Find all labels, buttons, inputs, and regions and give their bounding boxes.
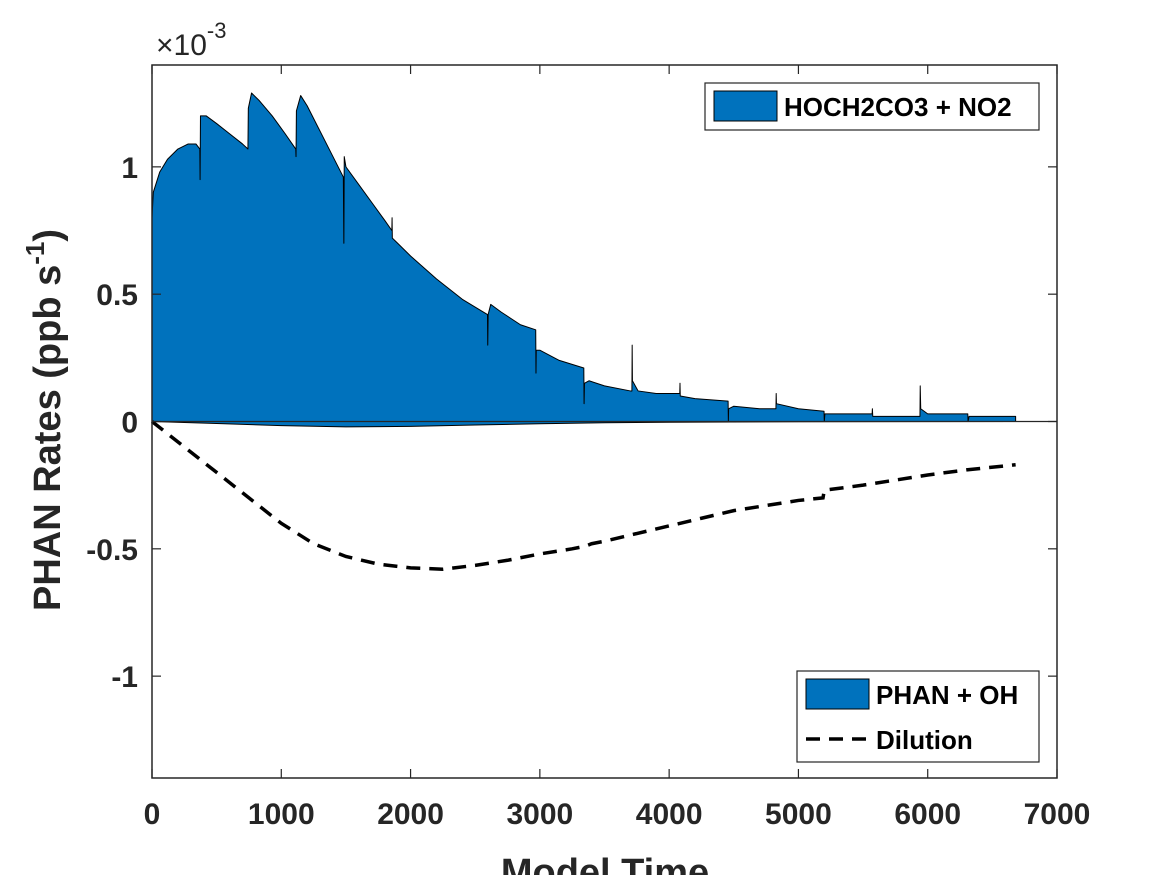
series-phan-oh-area	[151, 421, 1017, 428]
y-axis-label: PHAN Rates (ppb s-1)	[20, 229, 69, 611]
x-tick-label: 4000	[636, 798, 703, 831]
series-hoch2co3-no2-area	[151, 92, 1017, 422]
plot-areas	[151, 92, 1017, 428]
y-tick-label: 0	[121, 407, 138, 440]
x-tick-label: 5000	[765, 798, 832, 831]
y-tick-label: 1	[121, 152, 138, 185]
x-axis-ticks: 0 1000 2000 3000 4000 5000 6000 7000	[144, 65, 1091, 831]
x-tick-label: 0	[144, 798, 161, 831]
x-axis-label: Model Time	[501, 852, 709, 875]
legend-top: HOCH2CO3 + NO2	[704, 82, 1040, 131]
plot-lines	[150, 420, 1016, 571]
y-tick-label: -0.5	[86, 534, 138, 567]
x-tick-label: 7000	[1024, 798, 1091, 831]
y-exponent-multiplier: ×10-3	[156, 18, 226, 62]
legend-label-hoch2co3: HOCH2CO3 + NO2	[784, 92, 1012, 122]
x-tick-label: 6000	[894, 798, 961, 831]
x-tick-label: 3000	[506, 798, 573, 831]
y-tick-label: 0.5	[96, 279, 138, 312]
x-tick-label: 2000	[377, 798, 444, 831]
legend-swatch-phan-oh	[805, 678, 870, 710]
legend-label-dilution: Dilution	[876, 725, 973, 755]
y-tick-label: -1	[111, 661, 138, 694]
y-axis-ticks: 1 0.5 0 -0.5 -1	[86, 152, 1057, 694]
legend-bottom: PHAN + OH Dilution	[796, 670, 1040, 763]
legend-label-phan-oh: PHAN + OH	[876, 680, 1018, 710]
legend-swatch-hoch2co3	[713, 90, 778, 122]
series-dilution-line	[150, 420, 1016, 571]
x-tick-label: 1000	[248, 798, 315, 831]
